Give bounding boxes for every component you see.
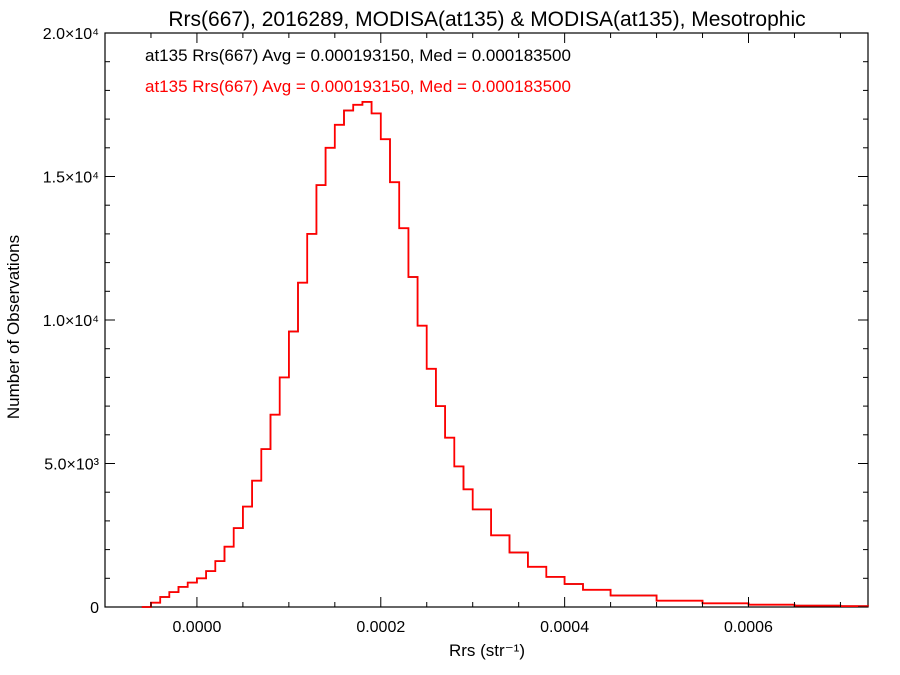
annotation-red: at135 Rrs(667) Avg = 0.000193150, Med = … bbox=[145, 77, 571, 96]
y-axis: 0 5.0×10³ 1.0×10⁴ 1.5×10⁴ 2.0×10⁴ bbox=[43, 26, 868, 617]
annotation-black: at135 Rrs(667) Avg = 0.000193150, Med = … bbox=[145, 46, 571, 65]
y-axis-label: Number of Observations bbox=[4, 235, 23, 419]
y-tick-label: 2.0×10⁴ bbox=[43, 26, 99, 43]
x-tick-label: 0.0000 bbox=[172, 619, 221, 636]
x-axis-label: Rrs (str⁻¹) bbox=[449, 641, 525, 660]
plot-border bbox=[104, 32, 869, 608]
y-tick-label: 5.0×10³ bbox=[44, 457, 99, 474]
x-tick-label: 0.0004 bbox=[540, 619, 589, 636]
x-axis: 0.0000 0.0002 0.0004 0.0006 bbox=[104, 33, 841, 636]
series-layer bbox=[141, 101, 869, 608]
series-line-0 bbox=[141, 101, 869, 608]
x-tick-label: 0.0002 bbox=[356, 619, 405, 636]
x-tick-label: 0.0006 bbox=[724, 619, 773, 636]
plot-frame bbox=[104, 32, 869, 608]
y-tick-label: 0 bbox=[90, 600, 99, 617]
series-line-1 bbox=[141, 101, 869, 608]
y-tick-label: 1.0×10⁴ bbox=[43, 313, 99, 330]
y-tick-label: 1.5×10⁴ bbox=[43, 170, 99, 187]
chart-title: Rrs(667), 2016289, MODISA(at135) & MODIS… bbox=[168, 8, 805, 31]
